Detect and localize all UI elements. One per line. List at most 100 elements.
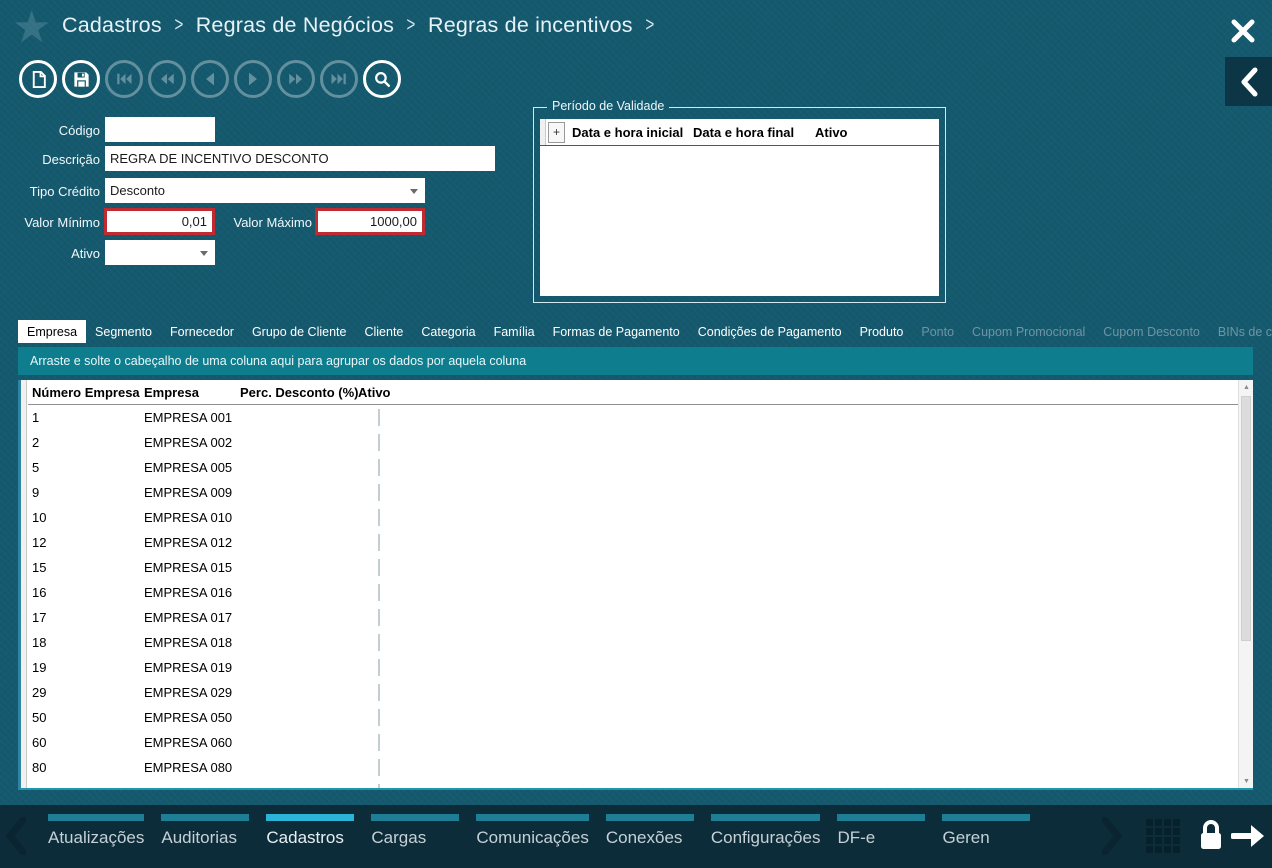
table-row[interactable]: 9 EMPRESA 009 [28,480,1253,505]
column-header-numero-empresa[interactable]: Número Empresa [32,384,140,400]
ativo-checkbox[interactable] [378,584,380,601]
ativo-checkbox[interactable] [378,409,380,426]
codigo-input[interactable] [105,117,215,142]
column-header-perc-desconto[interactable]: Perc. Desconto (%) [240,384,359,400]
nav-item[interactable]: Auditorias [161,814,250,868]
scroll-down-icon[interactable]: ▼ [1243,777,1250,785]
scrollbar-thumb[interactable] [1241,396,1251,641]
column-header-ativo[interactable]: Ativo [815,124,848,140]
nav-item[interactable]: Conexões [605,814,694,868]
column-header-empresa[interactable]: Empresa [144,384,199,400]
tab[interactable]: Segmento [86,320,161,343]
ativo-checkbox[interactable] [378,759,380,776]
nav-scroll-right-button[interactable] [1100,817,1124,855]
nav-item[interactable]: Configurações [710,814,821,868]
nav-item[interactable]: Geren [942,814,1031,868]
table-row[interactable]: 18 EMPRESA 018 [28,630,1253,655]
ativo-checkbox[interactable] [378,434,380,451]
tab[interactable]: Empresa [18,320,87,343]
tab[interactable]: Fornecedor [161,320,243,343]
previous-record-button[interactable] [191,60,229,98]
search-button[interactable] [363,60,401,98]
table-row[interactable]: 16 EMPRESA 016 [28,580,1253,605]
tab[interactable]: Ponto [912,320,963,343]
cell-ativo [354,759,1253,776]
ativo-checkbox[interactable] [378,534,380,551]
nav-item[interactable]: DF-e [837,814,926,868]
ativo-checkbox[interactable] [378,609,380,626]
group-by-bar[interactable]: Arraste e solte o cabeçalho de uma colun… [18,347,1253,375]
nav-item-bar [605,814,694,821]
lock-icon[interactable] [1196,819,1226,858]
tab[interactable]: Cupom Promocional [963,320,1094,343]
ativo-checkbox[interactable] [378,484,380,501]
table-row[interactable]: 2 EMPRESA 002 [28,430,1253,455]
tab[interactable]: Condições de Pagamento [689,320,851,343]
tab[interactable]: Categoria [412,320,484,343]
ativo-checkbox[interactable] [378,459,380,476]
ativo-checkbox[interactable] [378,634,380,651]
tab[interactable]: Cliente [355,320,412,343]
apps-grid-icon[interactable] [1146,819,1182,855]
table-row[interactable]: 80 EMPRESA 080 [28,755,1253,780]
tab[interactable]: BINs de cartões [1209,320,1272,343]
nav-item-bar [476,814,589,821]
save-button[interactable] [62,60,100,98]
nav-item[interactable]: Cargas [371,814,460,868]
table-row[interactable]: 60 EMPRESA 060 [28,730,1253,755]
collapse-panel-button[interactable] [1225,57,1272,106]
table-row[interactable]: 12 EMPRESA 012 [28,530,1253,555]
table-row[interactable]: 50 EMPRESA 050 [28,705,1253,730]
nav-item[interactable]: Atualizações [48,814,145,868]
table-row[interactable]: 10 EMPRESA 010 [28,505,1253,530]
ativo-checkbox[interactable] [378,709,380,726]
table-row[interactable] [28,780,1253,788]
table-row[interactable]: 5 EMPRESA 005 [28,455,1253,480]
ativo-checkbox[interactable] [378,659,380,676]
breadcrumb-item[interactable]: Regras de incentivos [427,13,633,37]
fast-rewind-button[interactable] [148,60,186,98]
ativo-select[interactable] [105,240,215,265]
close-icon[interactable] [1226,14,1260,48]
column-header-data-inicial[interactable]: Data e hora inicial [572,124,684,140]
fast-forward-button[interactable] [277,60,315,98]
new-record-button[interactable] [19,60,57,98]
table-row[interactable]: 1 EMPRESA 001 [28,405,1253,430]
table-row[interactable]: 17 EMPRESA 017 [28,605,1253,630]
descricao-input[interactable] [105,146,495,171]
ativo-checkbox[interactable] [378,734,380,751]
ativo-checkbox[interactable] [378,559,380,576]
tipo-credito-select[interactable]: Desconto [105,178,425,203]
nav-item[interactable]: Comunicações [476,814,589,868]
column-header-data-final[interactable]: Data e hora final [693,124,795,140]
tab[interactable]: Produto [851,320,913,343]
valor-maximo-input[interactable]: 1000,00 [315,208,425,235]
ativo-checkbox[interactable] [378,684,380,701]
nav-scroll-left-button[interactable] [4,817,28,855]
ativo-checkbox[interactable] [378,784,380,788]
table-row[interactable]: 19 EMPRESA 019 [28,655,1253,680]
column-header-ativo[interactable]: Ativo [358,384,391,400]
valor-minimo-input[interactable]: 0,01 [104,208,215,235]
arrow-right-icon[interactable] [1230,821,1267,856]
last-record-button[interactable] [320,60,358,98]
tab[interactable]: Grupo de Cliente [243,320,356,343]
table-row[interactable]: 15 EMPRESA 015 [28,555,1253,580]
tab[interactable]: Formas de Pagamento [544,320,689,343]
nav-item[interactable]: Cadastros [266,814,355,868]
tab[interactable]: Família [485,320,544,343]
tab-label: Condições de Pagamento [697,324,842,339]
double-left-triangle-icon [161,73,174,85]
table-row[interactable]: 29 EMPRESA 029 [28,680,1253,705]
first-record-button[interactable] [105,60,143,98]
tab[interactable]: Cupom Desconto [1094,320,1209,343]
vertical-scrollbar[interactable]: ▲ ▼ [1238,380,1253,788]
breadcrumb-item[interactable]: Cadastros [62,13,162,37]
add-period-button[interactable]: + [548,121,565,143]
ativo-checkbox[interactable] [378,509,380,526]
star-icon[interactable]: ★ [12,3,52,52]
periodo-grid-body[interactable] [540,146,939,296]
next-record-button[interactable] [234,60,272,98]
breadcrumb-item[interactable]: Regras de Negócios [195,13,395,37]
scroll-up-icon[interactable]: ▲ [1243,383,1250,391]
